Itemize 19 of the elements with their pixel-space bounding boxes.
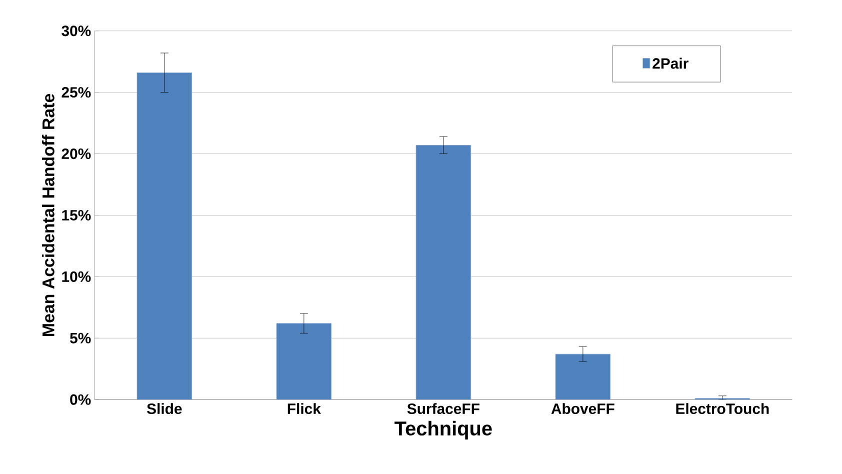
x-tick-label: AboveFF (551, 402, 614, 414)
bar (136, 72, 192, 400)
y-axis-title: Mean Accidental Handoff Rate (42, 94, 54, 336)
bar (276, 323, 332, 400)
y-tick-label: 30% (62, 25, 91, 36)
bar (416, 144, 472, 400)
bar (555, 354, 611, 400)
x-tick-label: SurfaceFF (407, 402, 480, 414)
x-tick-label: ElectroTouch (676, 402, 769, 414)
y-tick-label: 25% (62, 86, 91, 98)
legend-label: 2Pair (652, 58, 688, 69)
y-tick-label: 5% (70, 332, 91, 344)
x-tick-label: Flick (288, 402, 321, 414)
y-tick-label: 15% (62, 210, 91, 220)
y-tick-label: 0% (70, 394, 91, 405)
x-tick-label: Slide (147, 402, 182, 414)
x-axis-title: Technique (394, 420, 492, 440)
y-tick-label: 10% (62, 271, 91, 282)
y-tick-label: 20% (62, 148, 91, 159)
